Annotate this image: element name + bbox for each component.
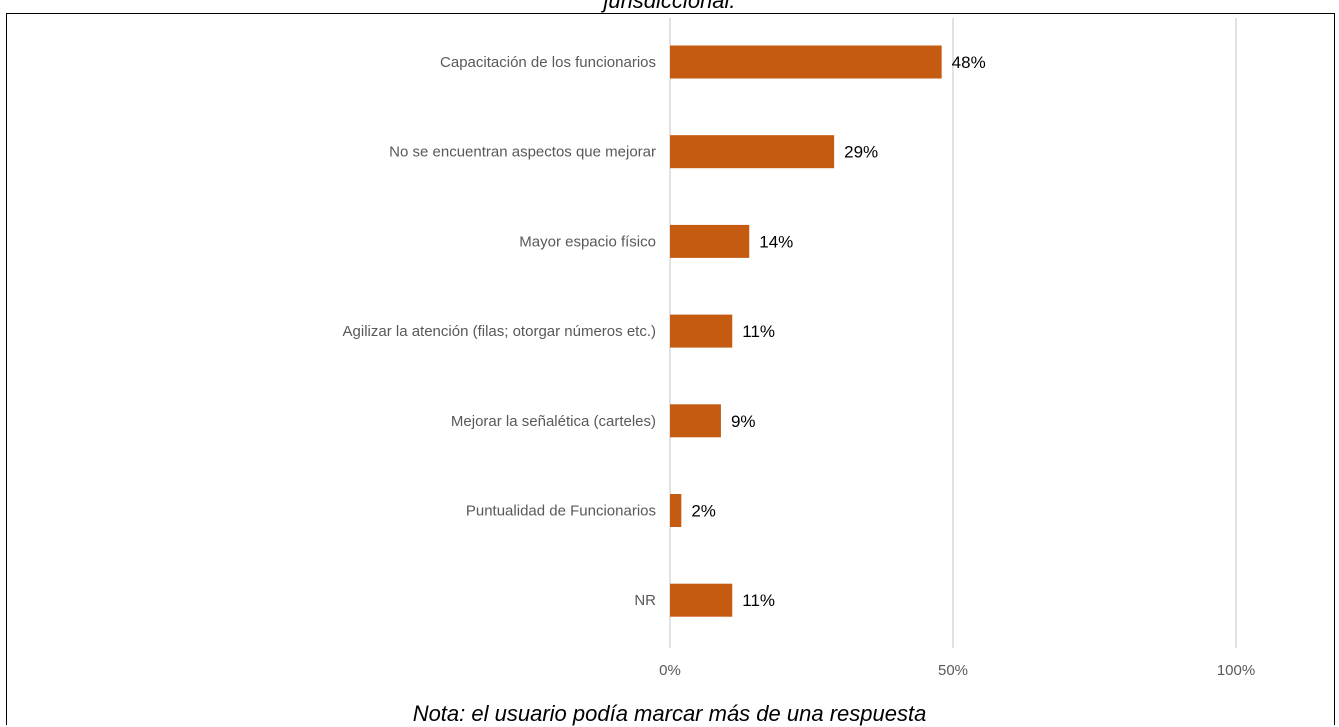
labels: 0% 50% 100% Capacitación de los funcionario… xyxy=(343,53,1256,679)
data-label: 2% xyxy=(691,502,716,521)
chart-frame xyxy=(6,13,1335,725)
data-label: 11% xyxy=(742,591,775,610)
bar xyxy=(670,314,733,348)
data-label: 29% xyxy=(844,143,878,162)
bar xyxy=(670,135,835,169)
chart-note: Nota: el usuario podía marcar más de una… xyxy=(412,701,927,726)
bar xyxy=(670,494,682,527)
category-label: NR xyxy=(634,592,656,609)
bar xyxy=(670,404,721,438)
x-tick-label: 100% xyxy=(1217,662,1255,679)
category-label: Capacitación de los funcionarios xyxy=(440,54,656,71)
category-label: Mejorar la señalética (carteles) xyxy=(451,413,656,430)
data-label: 14% xyxy=(759,232,793,251)
data-label: 48% xyxy=(952,53,986,72)
category-label: Agilizar la atención (filas; otorgar núm… xyxy=(343,323,656,340)
x-tick-label: 0% xyxy=(659,662,681,679)
bar xyxy=(670,583,733,617)
data-label: 11% xyxy=(742,322,775,341)
category-label: Mayor espacio físico xyxy=(519,233,656,250)
category-label: No se encuentran aspectos que mejorar xyxy=(389,144,656,161)
bar xyxy=(670,224,750,258)
data-label: 9% xyxy=(731,412,756,431)
x-tick-label: 50% xyxy=(938,662,968,679)
bar xyxy=(670,45,942,79)
chart-caption-top: jurisdiccional. xyxy=(603,0,736,13)
category-label: Puntualidad de Funcionarios xyxy=(466,503,656,520)
bars xyxy=(670,45,942,617)
